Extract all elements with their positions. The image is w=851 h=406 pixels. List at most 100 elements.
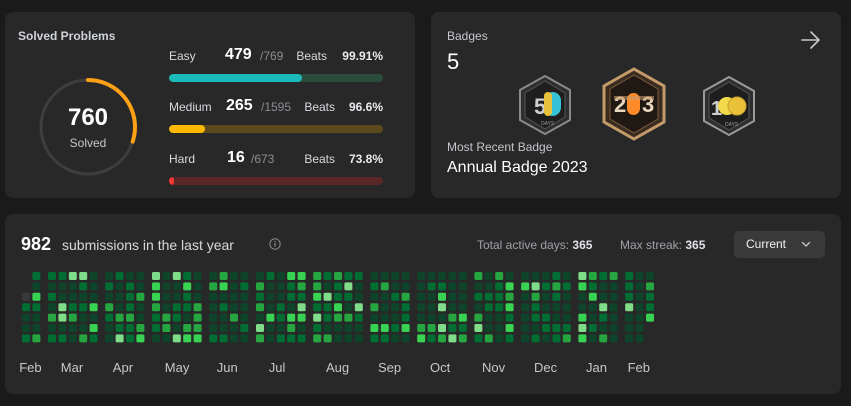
heatmap-cell[interactable] <box>458 272 467 280</box>
heatmap-cell[interactable] <box>609 282 618 291</box>
heatmap-cell[interactable] <box>438 292 446 301</box>
heatmap-cell[interactable] <box>458 324 467 332</box>
heatmap-cell[interactable] <box>448 272 457 280</box>
heatmap-cell[interactable] <box>219 282 228 291</box>
heatmap-cell[interactable] <box>89 324 98 332</box>
heatmap-cell[interactable] <box>542 303 550 312</box>
badge-2023-icon[interactable]: 2 3 <box>601 67 667 141</box>
heatmap-cell[interactable] <box>22 292 30 301</box>
heatmap-cell[interactable] <box>588 292 597 301</box>
heatmap-cell[interactable] <box>276 282 285 291</box>
heatmap-cell[interactable] <box>266 313 275 322</box>
heatmap-cell[interactable] <box>354 313 363 322</box>
heatmap-cell[interactable] <box>495 334 504 343</box>
heatmap-cell[interactable] <box>323 324 332 332</box>
heatmap-cell[interactable] <box>380 334 389 343</box>
heatmap-cell[interactable] <box>344 303 353 312</box>
heatmap-cell[interactable] <box>276 292 285 301</box>
heatmap-cell[interactable] <box>172 303 181 312</box>
heatmap-cell[interactable] <box>344 282 353 291</box>
heatmap-cell[interactable] <box>276 272 285 280</box>
heatmap-cell[interactable] <box>287 303 296 312</box>
heatmap-cell[interactable] <box>287 292 296 301</box>
heatmap-cell[interactable] <box>79 303 88 312</box>
heatmap-cell[interactable] <box>505 334 514 343</box>
heatmap-cell[interactable] <box>635 334 644 343</box>
heatmap-cell[interactable] <box>162 303 171 312</box>
heatmap-cell[interactable] <box>22 303 30 312</box>
heatmap-cell[interactable] <box>230 324 238 332</box>
heatmap-cell[interactable] <box>646 272 654 280</box>
heatmap-cell[interactable] <box>354 272 363 280</box>
heatmap-cell[interactable] <box>136 292 145 301</box>
heatmap-cell[interactable] <box>521 292 530 301</box>
heatmap-cell[interactable] <box>448 292 457 301</box>
heatmap-cell[interactable] <box>126 272 134 280</box>
heatmap-cell[interactable] <box>219 324 228 332</box>
heatmap-cell[interactable] <box>609 303 618 312</box>
heatmap-cell[interactable] <box>297 313 306 322</box>
heatmap-cell[interactable] <box>183 303 192 312</box>
heatmap-cell[interactable] <box>474 334 483 343</box>
heatmap-cell[interactable] <box>126 282 134 291</box>
heatmap-cell[interactable] <box>427 292 436 301</box>
heatmap-cell[interactable] <box>552 272 561 280</box>
heatmap-cell[interactable] <box>126 324 134 332</box>
heatmap-cell[interactable] <box>562 313 571 322</box>
range-select-dropdown[interactable]: Current <box>734 231 825 258</box>
heatmap-cell[interactable] <box>344 313 353 322</box>
heatmap-cell[interactable] <box>458 292 467 301</box>
heatmap-cell[interactable] <box>58 282 67 291</box>
heatmap-cell[interactable] <box>115 303 124 312</box>
heatmap-cell[interactable] <box>646 303 654 312</box>
heatmap-cell[interactable] <box>276 324 285 332</box>
heatmap-cell[interactable] <box>458 313 467 322</box>
heatmap-cell[interactable] <box>183 292 192 301</box>
heatmap-cell[interactable] <box>266 292 275 301</box>
heatmap-cell[interactable] <box>240 334 249 343</box>
heatmap-cell[interactable] <box>193 324 202 332</box>
heatmap-cell[interactable] <box>427 313 436 322</box>
heatmap-cell[interactable] <box>417 303 426 312</box>
heatmap-cell[interactable] <box>401 313 410 322</box>
heatmap-cell[interactable] <box>354 303 363 312</box>
heatmap-cell[interactable] <box>417 292 426 301</box>
heatmap-cell[interactable] <box>505 272 514 280</box>
heatmap-cell[interactable] <box>209 334 218 343</box>
heatmap-cell[interactable] <box>448 324 457 332</box>
heatmap-cell[interactable] <box>370 303 379 312</box>
heatmap-cell[interactable] <box>22 334 30 343</box>
heatmap-cell[interactable] <box>495 324 504 332</box>
heatmap-cell[interactable] <box>256 282 264 291</box>
heatmap-cell[interactable] <box>458 282 467 291</box>
heatmap-cell[interactable] <box>474 282 483 291</box>
heatmap-cell[interactable] <box>588 282 597 291</box>
heatmap-cell[interactable] <box>266 334 275 343</box>
heatmap-cell[interactable] <box>58 303 67 312</box>
heatmap-cell[interactable] <box>417 313 426 322</box>
heatmap-cell[interactable] <box>625 292 634 301</box>
info-icon[interactable] <box>269 238 281 250</box>
heatmap-cell[interactable] <box>313 324 322 332</box>
heatmap-cell[interactable] <box>474 303 483 312</box>
heatmap-cell[interactable] <box>334 282 342 291</box>
heatmap-cell[interactable] <box>521 303 530 312</box>
heatmap-cell[interactable] <box>625 272 634 280</box>
heatmap-cell[interactable] <box>48 303 56 312</box>
heatmap-cell[interactable] <box>297 334 306 343</box>
heatmap-cell[interactable] <box>370 292 379 301</box>
heatmap-cell[interactable] <box>552 303 561 312</box>
heatmap-cell[interactable] <box>313 272 322 280</box>
heatmap-cell[interactable] <box>370 272 379 280</box>
heatmap-cell[interactable] <box>531 282 540 291</box>
heatmap-cell[interactable] <box>505 303 514 312</box>
heatmap-cell[interactable] <box>531 303 540 312</box>
heatmap-cell[interactable] <box>209 324 218 332</box>
heatmap-cell[interactable] <box>240 292 249 301</box>
heatmap-cell[interactable] <box>256 334 264 343</box>
heatmap-cell[interactable] <box>32 282 41 291</box>
heatmap-cell[interactable] <box>219 303 228 312</box>
heatmap-cell[interactable] <box>32 272 41 280</box>
heatmap-cell[interactable] <box>313 303 322 312</box>
heatmap-cell[interactable] <box>552 313 561 322</box>
